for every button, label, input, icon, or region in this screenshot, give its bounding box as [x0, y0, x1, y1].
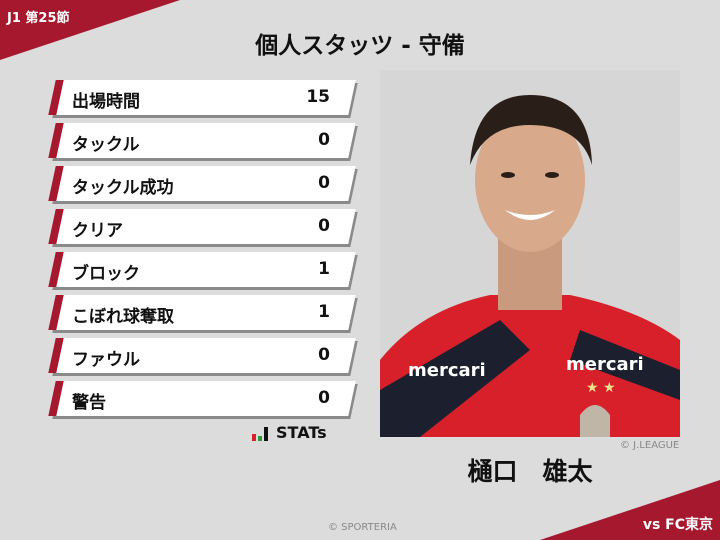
photo-credit: © J.LEAGUE — [620, 440, 680, 451]
stat-row: タックル 0 — [48, 123, 358, 161]
stat-label: ブロック — [72, 264, 140, 284]
stat-label: こぼれ球奪取 — [72, 307, 174, 327]
stat-label: 出場時間 — [72, 92, 140, 112]
logo-bar-icon — [264, 427, 268, 441]
player-photo: ★ ★ mercari mercari — [380, 70, 680, 437]
logo-bar-icon — [258, 436, 262, 441]
stat-value: 0 — [318, 130, 330, 150]
jersey-sponsor: mercari — [566, 354, 644, 375]
stat-row: ブロック 1 — [48, 252, 358, 290]
page-title: 個人スタッツ - 守備 — [255, 33, 465, 59]
stat-label: ファウル — [72, 350, 140, 370]
stat-label: クリア — [72, 221, 123, 241]
round-label: J1 第25節 — [7, 11, 70, 26]
stat-value: 0 — [318, 173, 330, 193]
stat-value: 15 — [306, 87, 330, 107]
stats-logo-text: STATs — [276, 423, 327, 442]
stats-logo: STATs — [252, 425, 327, 441]
stat-value: 0 — [318, 388, 330, 408]
corner-banner-top-left — [0, 0, 180, 60]
stat-label: 警告 — [72, 393, 106, 413]
stat-row: クリア 0 — [48, 209, 358, 247]
stat-value: 1 — [318, 302, 330, 322]
stat-value: 0 — [318, 216, 330, 236]
jersey-sponsor: mercari — [408, 360, 486, 381]
copyright: © SPORTERIA — [328, 522, 397, 533]
stat-value: 1 — [318, 259, 330, 279]
stat-label: タックル — [72, 135, 140, 155]
stat-row: 出場時間 15 — [48, 80, 358, 118]
svg-text:★ ★: ★ ★ — [586, 380, 616, 396]
logo-bar-icon — [252, 434, 256, 441]
stat-row: 警告 0 — [48, 381, 358, 419]
opponent-label: vs FC東京 — [642, 517, 713, 533]
corner-banner-bottom-right — [540, 480, 720, 540]
stat-row: こぼれ球奪取 1 — [48, 295, 358, 333]
stat-row: タックル成功 0 — [48, 166, 358, 204]
stat-row: ファウル 0 — [48, 338, 358, 376]
stat-value: 0 — [318, 345, 330, 365]
stat-label: タックル成功 — [72, 178, 174, 198]
